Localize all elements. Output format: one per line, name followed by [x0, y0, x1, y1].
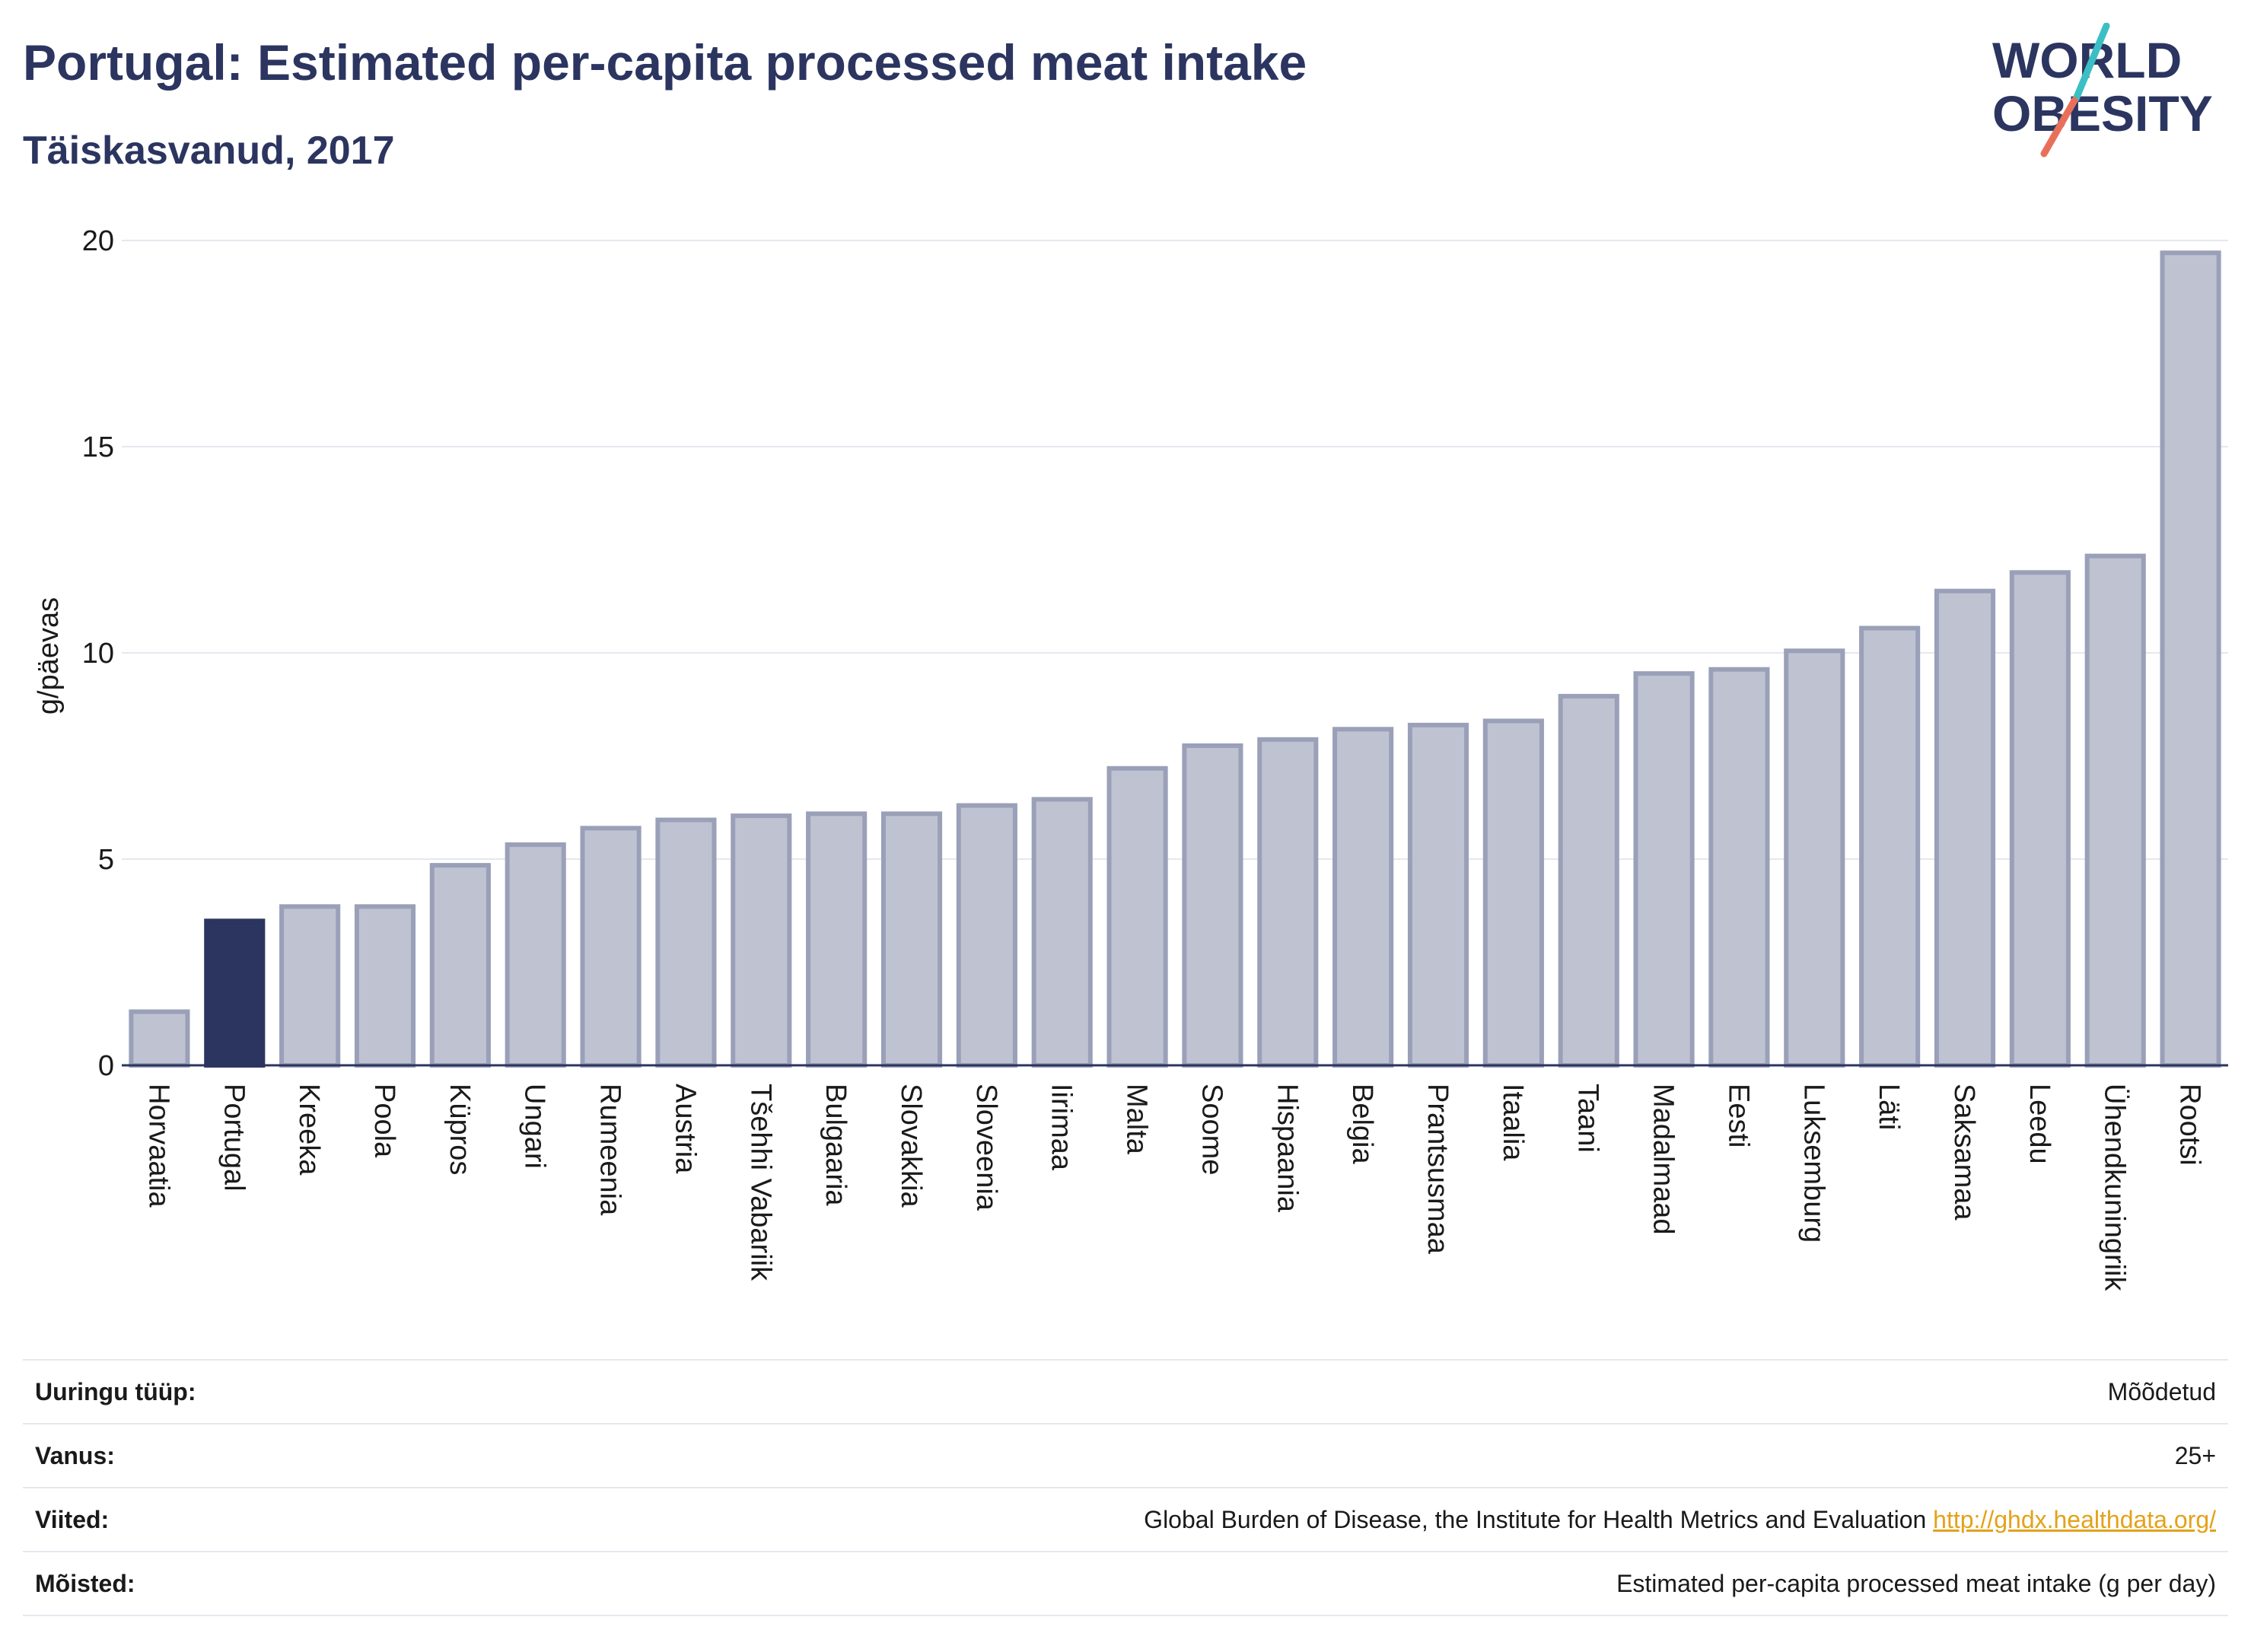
bar-ühendkuningriik [2084, 553, 2146, 1068]
bar-kreeka [279, 904, 341, 1068]
meta-value: Estimated per-capita processed meat inta… [1616, 1569, 2216, 1597]
x-tick-label: Bulgaaria [820, 1084, 852, 1206]
page-title: Portugal: Estimated per-capita processed… [23, 34, 1307, 91]
bar-iirimaa [1031, 797, 1093, 1068]
x-tick-label: Küpros [444, 1084, 476, 1175]
x-tick-label: Ungari [519, 1084, 551, 1169]
bar-chart: 0 5 10 15 20 Horvaatia Portugal Kreeka Poola Küpr… [33, 225, 2228, 1291]
meta-key: Mõisted: [35, 1569, 135, 1597]
x-tick-label: Poola [368, 1084, 400, 1158]
x-tick-label: Madalmaad [1648, 1084, 1679, 1235]
world-obesity-logo: WORLD OBESITY [1992, 23, 2213, 158]
bar-taani [1558, 693, 1619, 1068]
x-tick-label: Malta [1121, 1084, 1153, 1155]
bar-sloveenia [956, 803, 1017, 1068]
x-tick-label: Saksamaa [1948, 1084, 1980, 1221]
x-tick-label: Taani [1572, 1084, 1604, 1153]
reference-text: Global Burden of Disease, the Institute … [1144, 1505, 1927, 1533]
meta-row-references: Viited: Global Burden of Disease, the In… [23, 1487, 2228, 1551]
x-tick-label: Hispaania [1271, 1084, 1303, 1213]
bar-soome [1182, 743, 1243, 1068]
bar-saksamaa [1934, 588, 1996, 1068]
meta-row-definitions: Mõisted: Estimated per-capita processed … [23, 1551, 2228, 1616]
x-tick-label: Iirimaa [1046, 1084, 1078, 1171]
page-subtitle: Täiskasvanud, 2017 [23, 129, 395, 173]
bar-poola [354, 904, 416, 1068]
y-axis-label: g/päevas [33, 597, 65, 715]
meta-value-references: Global Burden of Disease, the Institute … [1144, 1506, 2228, 1534]
x-tick-label: Kreeka [293, 1084, 325, 1176]
meta-value: Mõõdetud [2107, 1377, 2216, 1405]
x-tick-label: Luksemburg [1797, 1084, 1829, 1243]
meta-key: Vanus: [35, 1441, 115, 1469]
bar-luksemburg [1784, 648, 1845, 1068]
x-tick-label: Rumeenia [594, 1084, 626, 1216]
bar-bulgaaria [806, 811, 868, 1068]
y-tick-label: 10 [82, 638, 114, 670]
bar-layer [129, 250, 2221, 1068]
meta-key: Viited: [35, 1505, 110, 1533]
bar-belgia [1332, 727, 1394, 1068]
x-tick-label: Leedu [2023, 1084, 2055, 1164]
meta-row-survey-type: Uuringu tüüp: Mõõdetud [23, 1359, 2228, 1423]
x-tick-label: Sloveenia [970, 1084, 1002, 1211]
bar-prantsusmaa [1407, 722, 1469, 1068]
x-tick-label: Läti [1873, 1084, 1905, 1130]
x-tick-label: Slovakkia [895, 1084, 927, 1208]
bar-leedu [2009, 570, 2071, 1068]
bar-läti [1859, 625, 1921, 1068]
metadata-table: Uuringu tüüp: Mõõdetud Vanus: 25+ Viited… [23, 1359, 2228, 1616]
axis-layer: 0 5 10 15 20 Horvaatia Portugal Kreeka Poola Küpr… [82, 225, 2228, 1291]
x-tick-label: Tšehhi Vabariik [744, 1084, 776, 1281]
meta-row-age: Vanus: 25+ [23, 1423, 2228, 1487]
y-tick-label: 20 [82, 225, 114, 257]
logo-line2: OBESITY [1992, 85, 2213, 142]
x-tick-label: Belgia [1346, 1084, 1378, 1164]
bar-hispaania [1257, 737, 1319, 1068]
x-tick-label: Ühendkuningriik [2099, 1084, 2131, 1291]
y-tick-label: 15 [82, 431, 114, 463]
x-tick-label: Itaalia [1497, 1084, 1529, 1161]
reference-link[interactable]: http://ghdx.healthdata.org/ [1933, 1505, 2216, 1533]
bar-horvaatia [129, 1009, 190, 1068]
logo-slash-coral [2040, 97, 2078, 158]
bar-malta [1106, 766, 1168, 1068]
bar-austria [655, 817, 717, 1068]
bar-rumeenia [580, 826, 642, 1068]
x-tick-label: Austria [669, 1084, 701, 1174]
bar-tšehhi-vabariik [731, 813, 792, 1068]
bar-itaalia [1482, 718, 1544, 1068]
meta-key: Uuringu tüüp: [35, 1377, 196, 1405]
bar-slovakkia [880, 811, 943, 1068]
bar-küpros [429, 863, 491, 1068]
bar-eesti [1708, 667, 1770, 1068]
bar-ungari [505, 842, 566, 1068]
x-tick-label: Horvaatia [142, 1084, 174, 1208]
x-tick-label: Soome [1196, 1084, 1227, 1175]
x-tick-label: Portugal [218, 1084, 250, 1192]
logo-slash-teal [2072, 23, 2110, 103]
bar-portugal [204, 918, 266, 1068]
x-tick-label: Prantsusmaa [1422, 1084, 1453, 1255]
bar-madalmaad [1633, 671, 1695, 1068]
y-tick-label: 0 [98, 1050, 114, 1082]
x-tick-label: Eesti [1722, 1084, 1754, 1147]
bar-rootsi [2160, 250, 2221, 1068]
y-tick-label: 5 [98, 844, 114, 876]
meta-value: 25+ [2174, 1441, 2216, 1469]
x-tick-label: Rootsi [2174, 1084, 2206, 1166]
